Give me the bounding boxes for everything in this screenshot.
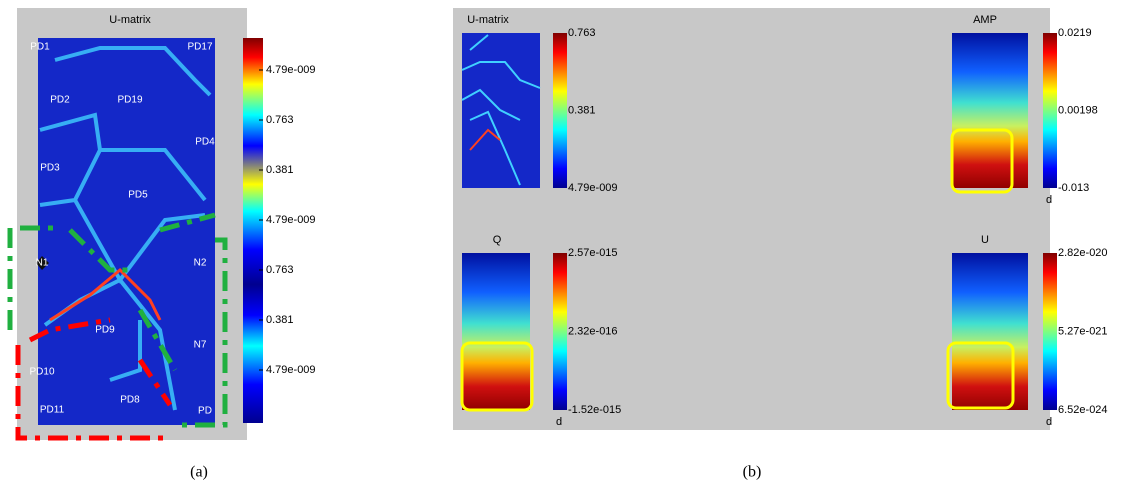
colorbar-label: 2.32e-016 — [568, 325, 618, 337]
colorbar-label: 0.00198 — [1058, 104, 1098, 116]
map-title: AMP — [973, 14, 997, 26]
colorbar-label: 4.79e-009 — [266, 214, 316, 226]
node-label: PD9 — [95, 325, 115, 336]
colorbar-label: 6.52e-024 — [1058, 404, 1108, 416]
node-label: PD19 — [117, 95, 142, 106]
node-label: PD4 — [195, 137, 215, 148]
q-highlight — [460, 341, 534, 412]
colorbar-label: 0.763 — [266, 264, 294, 276]
colorbar-label: 4.79e-009 — [568, 182, 618, 194]
colorbar-label: 0.763 — [568, 27, 596, 39]
node-label: PD10 — [29, 367, 54, 378]
colorbar-label: 0.763 — [266, 114, 294, 126]
panel-a-title: U-matrix — [109, 14, 151, 26]
node-label: PD1 — [30, 42, 50, 53]
colorbar-label: 2.82e-020 — [1058, 247, 1108, 259]
node-label: N7 — [194, 340, 207, 351]
colorbar — [553, 253, 567, 410]
colorbar-label: 5.27e-021 — [1058, 325, 1108, 337]
colorbar-label: -1.52e-015 — [568, 404, 621, 416]
colorbar-label: 0.381 — [568, 104, 596, 116]
colorbar-label: 4.79e-009 — [266, 64, 316, 76]
caption-a: (a) — [190, 464, 208, 481]
u-map — [952, 253, 1028, 410]
colorbar — [553, 33, 567, 188]
amp-map — [952, 33, 1028, 188]
map-title: U-matrix — [467, 14, 509, 26]
high-boundary — [49, 267, 162, 322]
u-highlight — [946, 341, 1015, 410]
red-outline — [15, 317, 173, 441]
caption-b: (b) — [743, 464, 762, 481]
node-label: N1 — [36, 258, 49, 269]
map-title: U — [981, 234, 989, 246]
node-label: PD11 — [40, 405, 65, 416]
node-label: PD2 — [50, 95, 70, 106]
colorbar-label: 0.381 — [266, 314, 294, 326]
u-matrix-map — [38, 38, 215, 425]
node-label: PD5 — [128, 190, 148, 201]
amp-highlight — [950, 128, 1014, 194]
colorbar — [1043, 253, 1057, 410]
panel-b-bg — [453, 8, 1050, 430]
b-cluster-borders — [461, 34, 541, 186]
n1-marker — [36, 256, 49, 270]
q-map — [462, 253, 530, 410]
colorbar-label: 4.79e-009 — [266, 364, 316, 376]
node-label: PD3 — [40, 163, 60, 174]
colorbar — [1043, 33, 1057, 188]
unit-label: d — [556, 416, 562, 428]
map-title: Q — [493, 234, 502, 246]
unit-label: d — [1046, 416, 1052, 428]
node-label: PD17 — [187, 42, 212, 53]
colorbar-label: 2.57e-015 — [568, 247, 618, 259]
colorbar-label: -0.013 — [1058, 182, 1089, 194]
colorbar-label: 0.381 — [266, 164, 294, 176]
green-outline — [7, 212, 228, 428]
node-label: N2 — [194, 258, 207, 269]
node-label: PD8 — [120, 395, 140, 406]
colorbar-label: 0.0219 — [1058, 27, 1092, 39]
colorbar-a — [243, 38, 263, 423]
unit-label: d — [1046, 194, 1052, 206]
node-label: PD — [198, 406, 212, 417]
